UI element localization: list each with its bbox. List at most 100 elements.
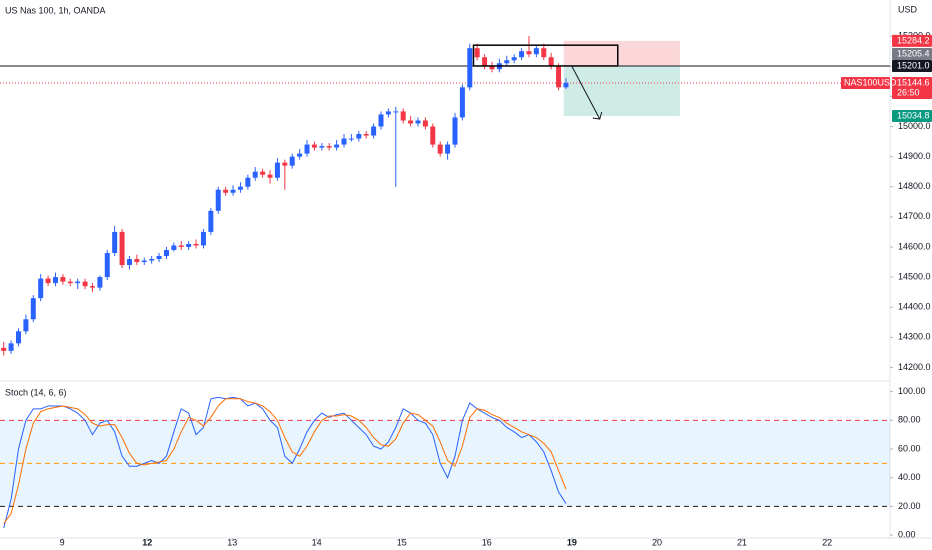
candle-body <box>326 146 332 148</box>
candle-body <box>237 186 243 190</box>
candle-body <box>533 48 539 55</box>
candle-body <box>208 210 214 232</box>
price-tag-label: 15201.0 <box>897 60 930 70</box>
y-tick-label: 20.00 <box>898 501 921 511</box>
candle-body <box>474 48 480 58</box>
stoch-line <box>3 396 567 529</box>
candle-body <box>467 48 473 88</box>
zone-box <box>472 44 619 67</box>
target-zone <box>563 65 680 117</box>
price-tag <box>892 34 932 47</box>
candle-body <box>223 189 229 193</box>
y-tick-label: 80.00 <box>898 415 921 425</box>
candle-body <box>112 231 118 253</box>
y-tick-label: 14200.0 <box>898 362 931 372</box>
candle-body <box>171 245 177 250</box>
candle-body <box>541 48 547 58</box>
candle-body <box>482 57 488 67</box>
candle-body <box>60 277 66 282</box>
candle-body <box>1 347 7 351</box>
candle-body <box>556 66 562 88</box>
x-tick-label: 19 <box>567 537 577 547</box>
candle-body <box>385 111 391 115</box>
arrow-head <box>592 111 603 120</box>
candle-body <box>378 114 384 127</box>
price-tag <box>892 76 932 99</box>
candle-body <box>75 281 81 284</box>
candle-body <box>178 245 184 247</box>
currency: USD <box>898 4 918 14</box>
y-tick-label: 14900.0 <box>898 151 931 161</box>
candle-body <box>104 252 110 278</box>
candle-body <box>193 243 199 246</box>
y-tick-label: 0.00 <box>898 530 916 540</box>
stoch-line <box>3 398 567 524</box>
candle-body <box>371 126 377 136</box>
candle-body <box>141 260 147 263</box>
x-tick-label: 16 <box>482 537 492 547</box>
x-tick-label: 21 <box>737 537 747 547</box>
candle-body <box>563 82 569 88</box>
candle-body <box>267 174 273 178</box>
y-tick-label: 15000.0 <box>898 121 931 131</box>
candle-body <box>89 286 95 288</box>
candle-body <box>45 278 51 284</box>
candle-body <box>437 144 443 154</box>
candle-body <box>459 87 465 118</box>
y-tick-label: 40.00 <box>898 472 921 482</box>
candle-body <box>149 259 155 261</box>
x-tick-label: 9 <box>60 537 65 547</box>
candle-body <box>526 51 532 55</box>
y-tick-label: 100.00 <box>898 386 926 396</box>
candle-body <box>348 138 354 140</box>
candle-body <box>156 256 162 260</box>
y-tick-label: 14800.0 <box>898 181 931 191</box>
candle-body <box>422 120 428 127</box>
candle-body <box>230 189 236 193</box>
candle-body <box>445 144 451 154</box>
candle-body <box>311 144 317 148</box>
symbol-tag <box>841 76 890 89</box>
y-tick-label: 60.00 <box>898 443 921 453</box>
price-tag-label: 15284.2 <box>897 35 930 45</box>
candle-body <box>400 111 406 121</box>
candle-body <box>341 138 347 145</box>
candle-body <box>245 177 251 187</box>
price-tag-label: 15205.4 <box>897 48 930 58</box>
candle-body <box>408 120 414 124</box>
chart-title: US Nas 100, 1h, OANDA <box>5 5 106 15</box>
candle-body <box>548 57 554 67</box>
y-tick-label: 14600.0 <box>898 241 931 251</box>
candle-body <box>200 231 206 246</box>
x-tick-label: 13 <box>227 537 237 547</box>
candle-body <box>452 117 458 145</box>
candle-body <box>38 278 44 299</box>
candle-body <box>430 126 436 145</box>
candle-body <box>119 231 125 266</box>
candle-body <box>67 281 73 284</box>
y-tick-label: 14400.0 <box>898 302 931 312</box>
candle-body <box>319 146 325 148</box>
y-tick-label: 14300.0 <box>898 332 931 342</box>
candle-body <box>289 156 295 166</box>
candle-body <box>23 319 29 332</box>
x-tick-label: 15 <box>397 537 407 547</box>
candle-body <box>260 171 266 175</box>
candle-body <box>489 66 495 70</box>
arrow <box>571 65 601 120</box>
x-tick-label: 12 <box>142 537 152 547</box>
candle-body <box>504 60 510 64</box>
candle-body <box>511 57 517 61</box>
candle-body <box>297 153 303 157</box>
candle-body <box>97 277 103 288</box>
countdown: 26:50 <box>897 87 920 97</box>
candle-body <box>126 259 132 266</box>
x-tick-label: 14 <box>312 537 322 547</box>
candle-body <box>186 243 192 247</box>
candle-body <box>15 331 21 344</box>
candle-body <box>334 144 340 148</box>
candle-body <box>215 189 221 211</box>
price-tag <box>892 59 932 72</box>
